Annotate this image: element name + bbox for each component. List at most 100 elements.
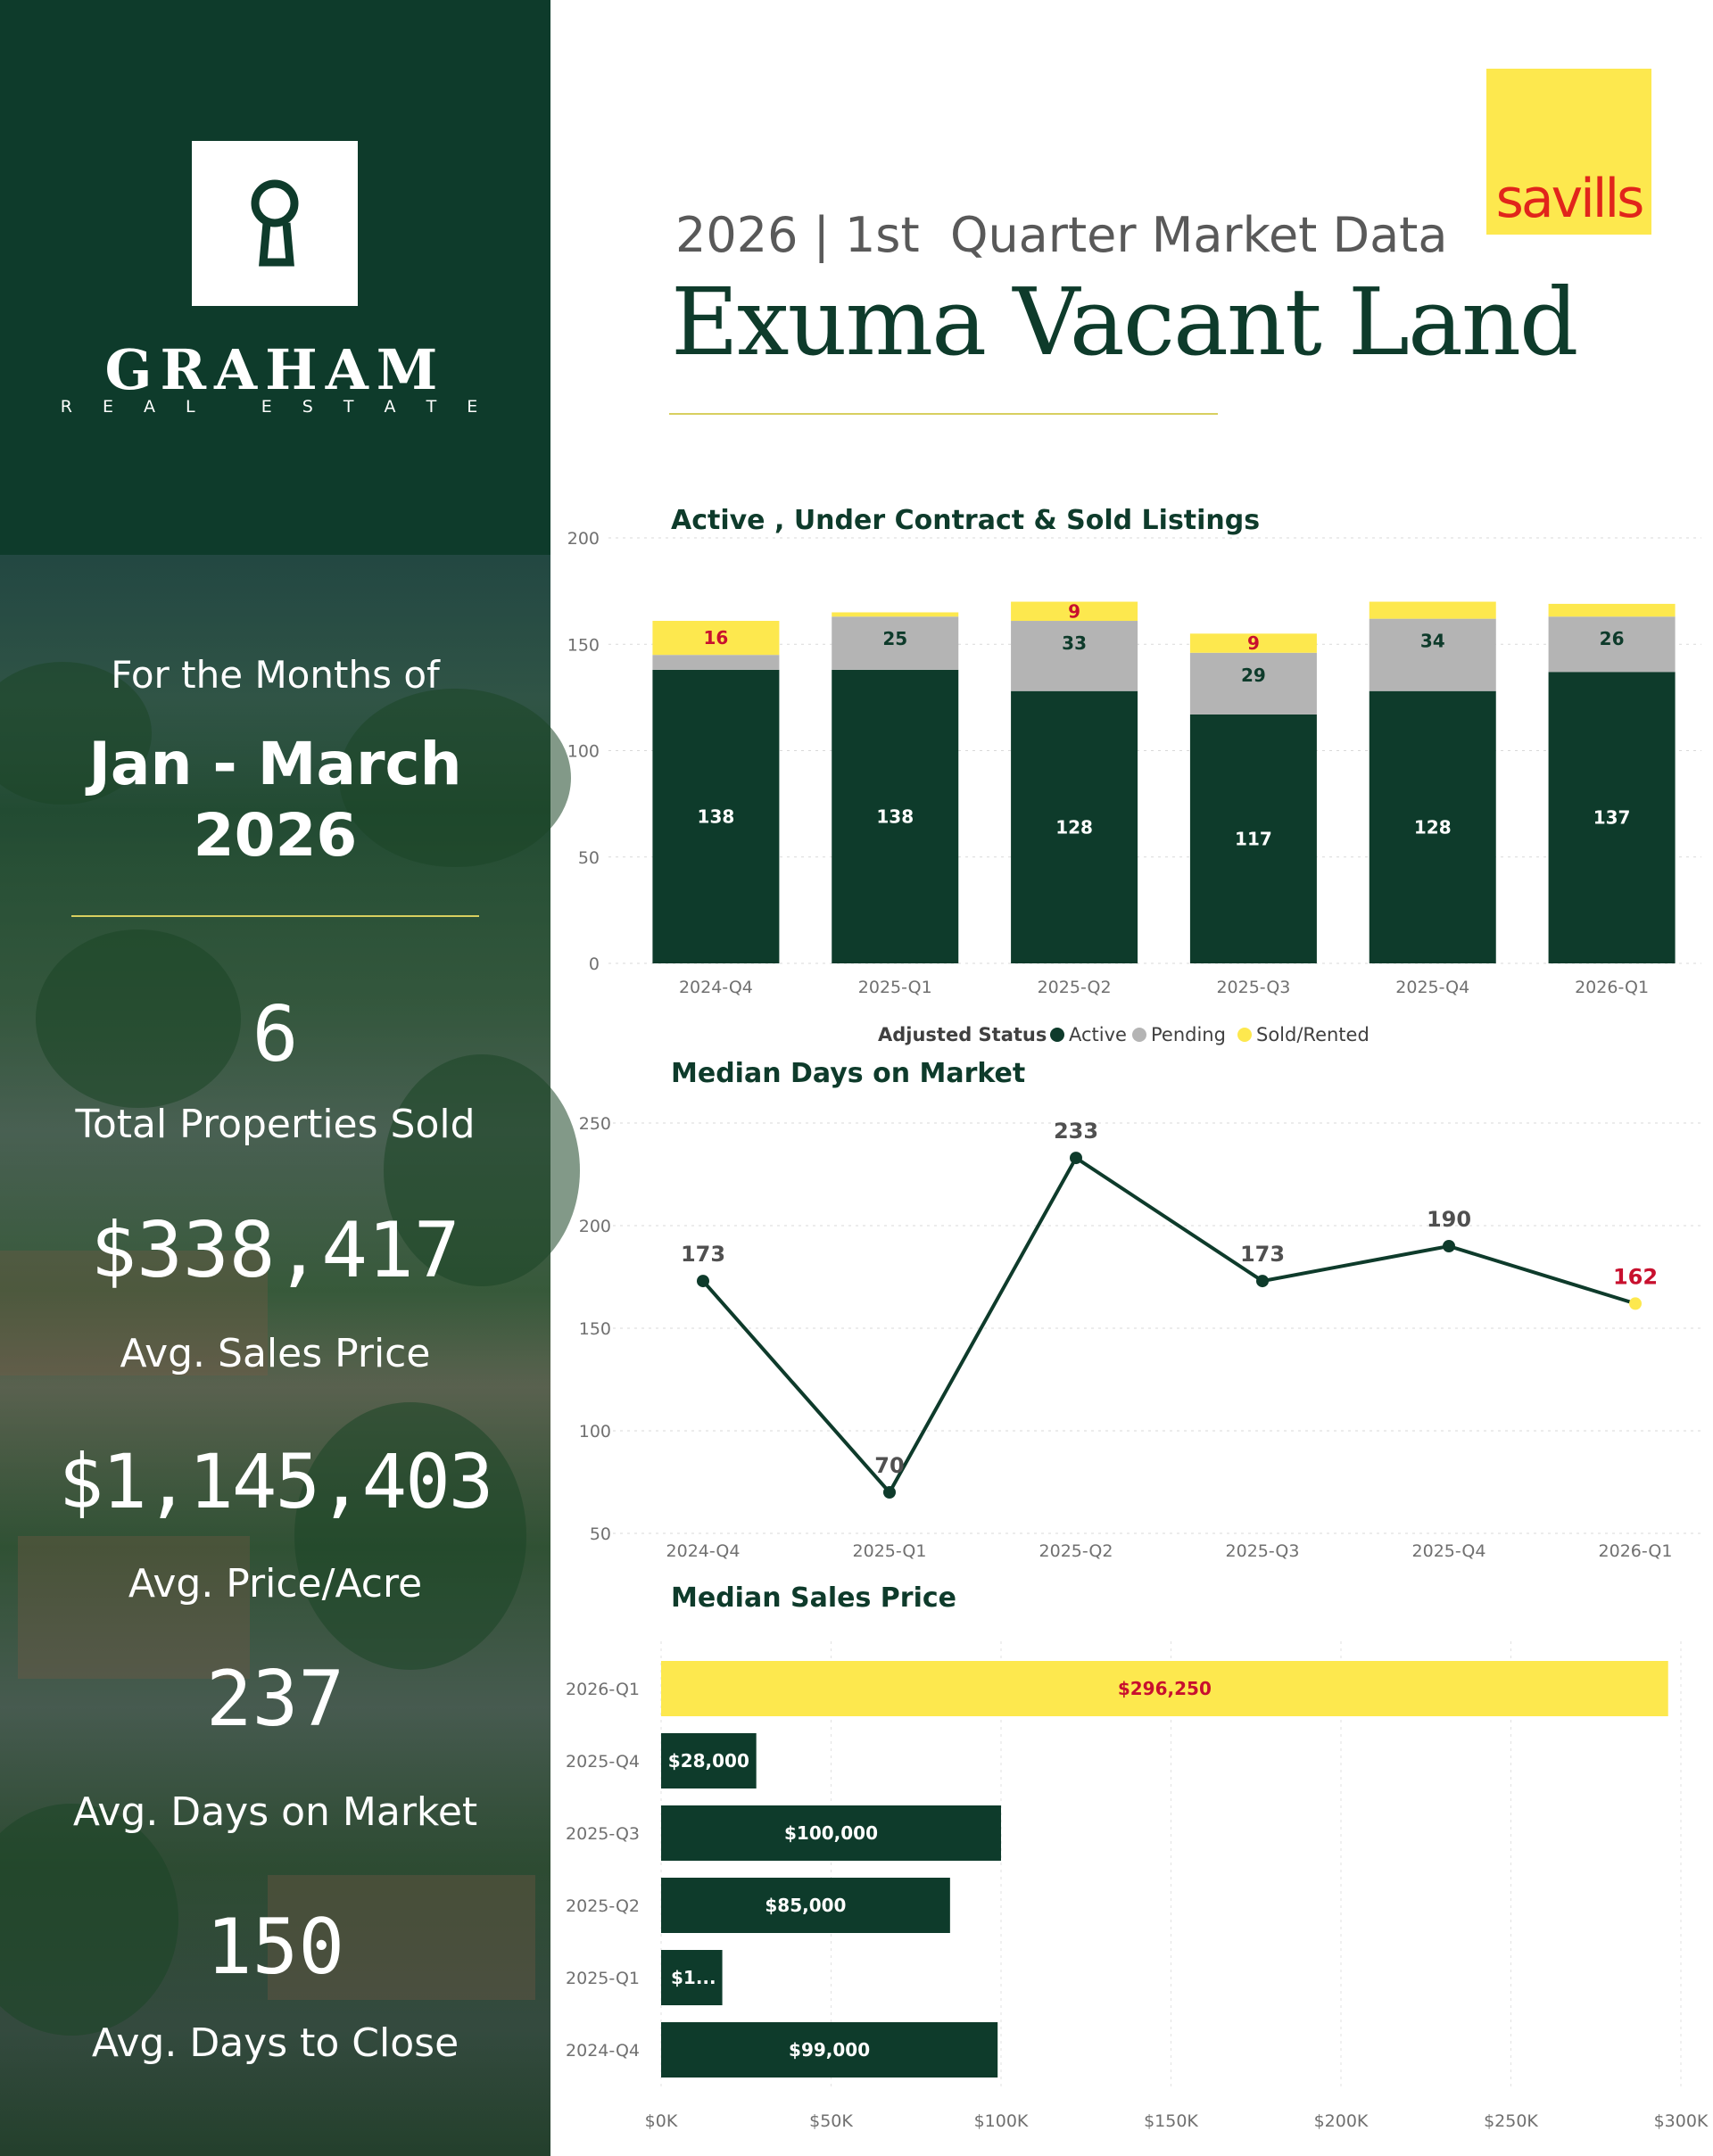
stat-price-acre-value: $1,145,403 [58, 1438, 494, 1525]
partner-logo-text: savills [1495, 168, 1645, 230]
y-tick-label: 2025-Q3 [566, 1824, 640, 1844]
period-months: Jan - March [88, 730, 462, 798]
brand-name: GRAHAM [104, 337, 446, 402]
bar [661, 1805, 1001, 1861]
legend-entry: Pending [1151, 1024, 1226, 1045]
bar-active [1548, 672, 1676, 963]
x-tick-label: 2025-Q4 [1412, 1541, 1486, 1561]
listings-chart-title: Active , Under Contract & Sold Listings [671, 505, 1261, 536]
bar [661, 2022, 998, 2078]
x-tick-label: $300K [1654, 2111, 1709, 2131]
bar-soldrented [1548, 603, 1676, 617]
stat-avg-price-label: Avg. Sales Price [120, 1331, 431, 1376]
bar-active [1189, 714, 1317, 963]
stat-close-label: Avg. Days to Close [91, 2020, 459, 2066]
data-label: $85,000 [765, 1895, 846, 1916]
y-tick-label: 200 [579, 1217, 611, 1236]
x-tick-label: 2025-Q1 [853, 1541, 927, 1561]
price-chart-title: Median Sales Price [671, 1582, 956, 1614]
data-label: 70 [874, 1453, 904, 1478]
x-tick-label: 2025-Q3 [1216, 978, 1290, 997]
y-tick-label: 2025-Q2 [566, 1896, 640, 1916]
x-tick-label: 2026-Q1 [1575, 978, 1649, 997]
logo-mark [192, 141, 358, 306]
median-price-chart: $0K $50K $100K $150K $200K $250K $300K 2026-Q1 $… [566, 1641, 1709, 2131]
x-tick-label: 2025-Q1 [858, 978, 932, 997]
data-label: 190 [1427, 1207, 1471, 1232]
x-tick-label: $150K [1144, 2111, 1198, 2131]
y-tick-label: 250 [579, 1114, 611, 1134]
legend-marker [1237, 1028, 1252, 1042]
brand-tagline: R E A L E S T A T E [60, 397, 491, 417]
data-label: 138 [876, 805, 914, 827]
bar-active [832, 669, 959, 963]
series-line [701, 1155, 1636, 1496]
data-label: $100,000 [784, 1822, 878, 1844]
stat-dom-label: Avg. Days on Market [72, 1789, 478, 1835]
data-label: 162 [1613, 1264, 1658, 1289]
dom-chart-title: Median Days on Market [671, 1058, 1026, 1089]
x-tick-label: 2026-Q1 [1599, 1541, 1673, 1561]
y-tick-label: 100 [567, 742, 600, 762]
data-label: 137 [1593, 807, 1631, 829]
y-tick-label: 2025-Q4 [566, 1752, 640, 1772]
bar [661, 1878, 950, 1933]
data-label: 29 [1241, 665, 1266, 686]
data-label: 233 [1054, 1119, 1098, 1144]
bar-pending [652, 655, 780, 670]
x-tick-label: $250K [1484, 2111, 1538, 2131]
bar-pending [1548, 616, 1676, 673]
days-on-market-chart: 50 100 150 200 250 173 70 233 173 190 162 2024-Q4 20… [579, 1114, 1701, 1561]
x-tick-label: $200K [1314, 2111, 1369, 2131]
data-label: 9 [1068, 600, 1080, 622]
data-label: 34 [1420, 631, 1445, 652]
page-subtitle: 2026 | 1st Quarter Market Data [675, 207, 1448, 263]
data-label: $296,250 [1118, 1678, 1212, 1699]
data-label: 117 [1235, 828, 1272, 849]
data-point [697, 1275, 709, 1288]
data-label: 128 [1414, 816, 1452, 838]
x-tick-label: 2025-Q2 [1039, 1541, 1113, 1561]
stat-avg-price-value: $338,417 [90, 1206, 460, 1295]
period-label: For the Months of [111, 653, 440, 697]
y-tick-label: 100 [579, 1422, 611, 1441]
y-tick-label: 2025-Q1 [566, 1969, 640, 1988]
bar [661, 1661, 1668, 1716]
stat-sold-value: 6 [252, 990, 299, 1079]
sidebar-divider [71, 915, 479, 917]
data-label: 173 [681, 1242, 725, 1267]
data-point [1629, 1297, 1642, 1310]
data-point [883, 1486, 896, 1499]
x-tick-label: 2025-Q2 [1038, 978, 1112, 997]
data-label: 25 [882, 628, 907, 649]
data-label: $1... [671, 1967, 716, 1988]
x-tick-label: $0K [645, 2111, 678, 2131]
data-label: $28,000 [668, 1750, 749, 1772]
legend-entry: Sold/Rented [1256, 1024, 1370, 1045]
y-tick-label: 50 [578, 848, 600, 868]
bar-soldrented [1369, 601, 1496, 619]
data-point [1443, 1240, 1455, 1252]
listings-chart: 0 50 100 150 200 138 16 2024-Q4 138 25 2025-Q1 128 3… [567, 529, 1701, 1045]
bar-soldrented [832, 612, 959, 617]
x-tick-label: 2025-Q3 [1226, 1541, 1300, 1561]
data-point [1256, 1275, 1269, 1288]
stat-price-acre-label: Avg. Price/Acre [128, 1561, 423, 1607]
data-label: 33 [1062, 632, 1087, 654]
y-tick-label: 150 [579, 1319, 611, 1339]
data-point [1070, 1152, 1082, 1165]
period-year: 2026 [193, 801, 358, 870]
stat-sold-label: Total Properties Sold [75, 1102, 476, 1147]
bar-pending [832, 616, 959, 670]
stat-dom-value: 237 [205, 1655, 345, 1744]
stat-close-value: 150 [205, 1903, 345, 1992]
legend-marker [1132, 1028, 1146, 1042]
data-label: 173 [1240, 1242, 1285, 1267]
y-tick-label: 200 [567, 529, 600, 549]
background-photo [0, 555, 580, 2156]
bar-soldrented [1011, 601, 1138, 622]
y-tick-label: 50 [590, 1524, 611, 1544]
bar-pending [1189, 652, 1317, 715]
y-tick-label: 150 [567, 635, 600, 655]
bar [661, 1950, 723, 2005]
